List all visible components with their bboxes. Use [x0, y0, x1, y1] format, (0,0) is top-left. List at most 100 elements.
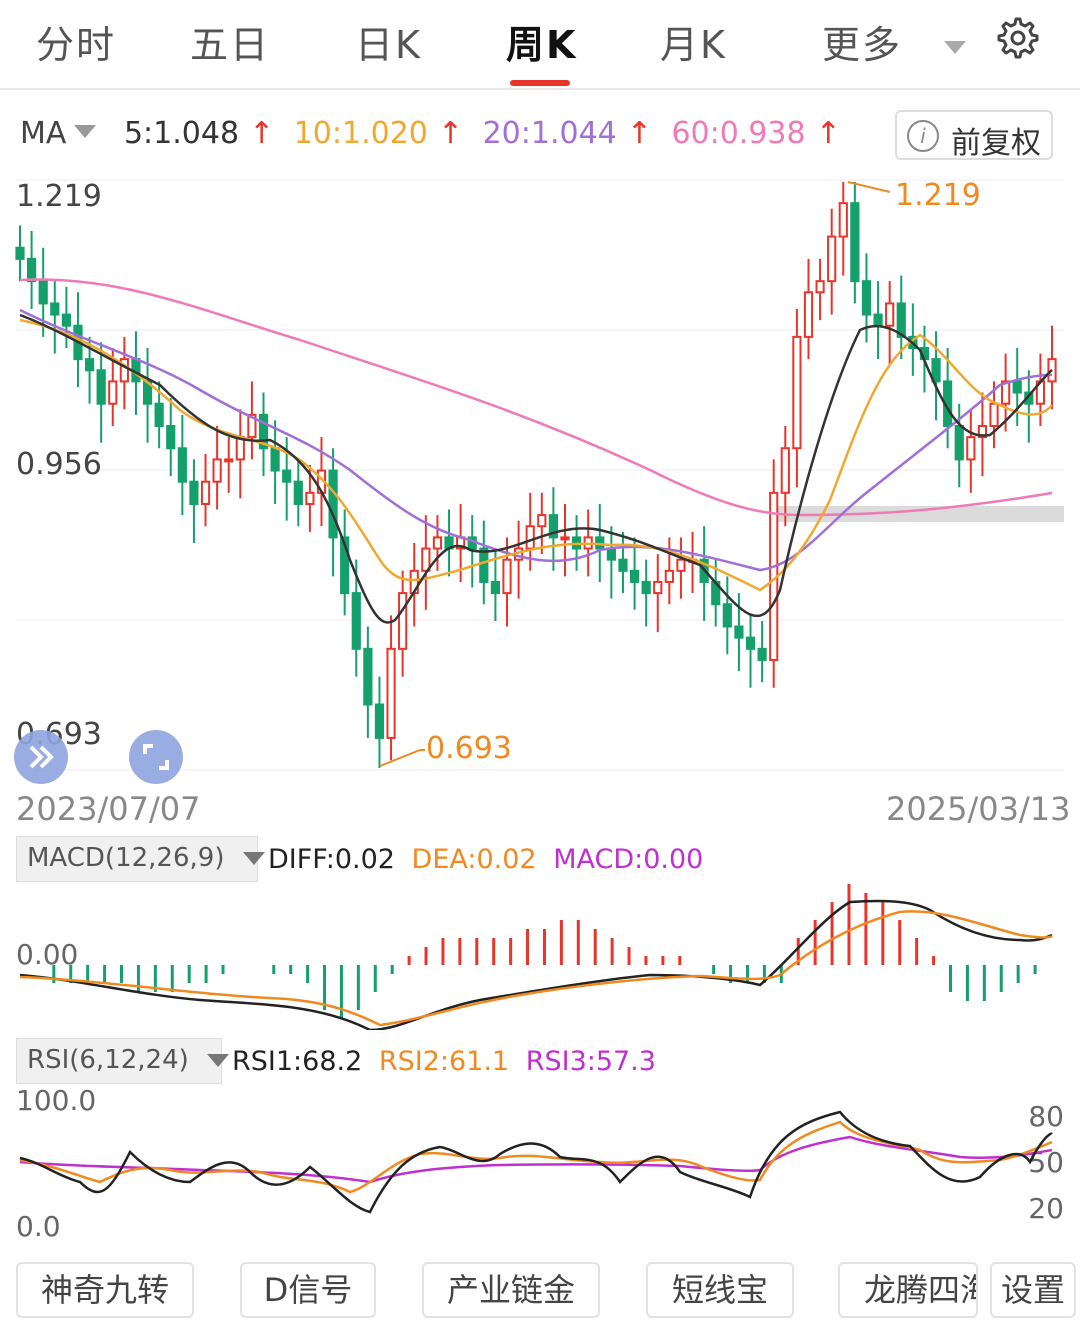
macd-chart[interactable]: 0.00 — [0, 880, 1080, 1030]
candle-body — [525, 525, 535, 550]
candle-body — [340, 536, 350, 595]
short-term-button[interactable]: 短线宝 — [646, 1262, 794, 1318]
tab-monthly-k[interactable]: 月K — [660, 23, 727, 67]
rsi-y-bottom: 0.0 — [16, 1210, 61, 1242]
diff-line — [19, 899, 1053, 1030]
rsi-label: RSI(6,12,24) — [27, 1045, 189, 1075]
d-signal-button[interactable]: D信号 — [240, 1262, 376, 1318]
candle-body — [850, 202, 860, 283]
tab-five-day[interactable]: 五日 — [190, 23, 271, 67]
candle-body — [15, 246, 25, 260]
candle-body — [61, 313, 71, 327]
candle-body — [305, 491, 315, 505]
candle-body — [606, 547, 616, 561]
candle-body — [1001, 380, 1011, 405]
fullscreen-icon — [143, 744, 169, 770]
candle-body — [490, 580, 501, 595]
up-arrow-icon: ↑ — [249, 116, 275, 151]
candlestick-series — [15, 182, 1057, 768]
rsi-indicator-selector[interactable]: RSI(6,12,24) — [16, 1038, 230, 1084]
candle-body — [166, 424, 176, 450]
candle-body — [84, 358, 95, 372]
ma5-line — [19, 313, 1053, 624]
rsi-chart[interactable]: 100.0 0.0 80 50 20 — [0, 1082, 1080, 1242]
candle-body — [177, 447, 187, 483]
gear-icon[interactable] — [996, 16, 1040, 60]
rsi-y-top: 100.0 — [16, 1084, 96, 1117]
up-arrow-icon: ↑ — [437, 116, 464, 151]
candle-body — [653, 580, 663, 595]
candle-body — [398, 592, 408, 650]
macd-macd: MACD:0.00 — [553, 844, 704, 875]
candle-body — [548, 514, 558, 539]
settings-button[interactable]: 设置 — [990, 1262, 1076, 1318]
rsi1-line — [19, 1110, 1053, 1214]
candle-body — [641, 580, 651, 595]
candle-body — [885, 302, 895, 327]
candle-body — [745, 636, 756, 650]
candle-body — [618, 558, 628, 572]
price-adjust-button[interactable]: i 前复权 — [895, 110, 1053, 161]
ma-indicator-label[interactable]: MA — [20, 116, 67, 151]
ma60-value: 60:0.938 ↑ — [671, 116, 841, 151]
candle-body — [989, 402, 999, 427]
rsi-values: RSI1:68.2 RSI2:61.1 RSI3:57.3 — [232, 1046, 664, 1077]
tab-daily-k[interactable]: 日K — [355, 23, 422, 67]
rsi1-value: RSI1:68.2 — [232, 1046, 363, 1077]
candle-body — [432, 536, 443, 550]
candle-body — [270, 447, 280, 472]
candle-body — [119, 358, 129, 383]
candle-body — [664, 569, 674, 583]
macd-label: MACD(12,26,9) — [27, 843, 225, 873]
tab-weekly-k[interactable]: 周K — [506, 23, 578, 67]
candle-body — [200, 480, 211, 505]
candle-body — [50, 302, 60, 316]
macd-indicator-selector[interactable]: MACD(12,26,9) — [16, 836, 265, 882]
chevron-down-icon — [207, 1054, 230, 1067]
candle-body — [38, 280, 48, 305]
candle-body — [977, 424, 988, 439]
macd-dea: DEA:0.02 — [411, 844, 537, 875]
kline-chart[interactable]: 1.219 0.693 1.219 0.956 0.693 — [0, 170, 1080, 790]
candle-body — [108, 380, 118, 405]
rsi2-value: RSI2:61.1 — [378, 1046, 510, 1077]
active-tab-indicator — [510, 80, 570, 86]
support-band — [770, 506, 1064, 522]
fullscreen-button[interactable] — [129, 730, 183, 784]
candle-body — [722, 603, 732, 628]
candle-body — [351, 592, 361, 650]
start-date: 2023/07/07 — [16, 790, 201, 828]
candle-body — [421, 547, 431, 572]
ma20-value: 20:1.044 ↑ — [482, 116, 652, 151]
candle-body — [247, 413, 257, 439]
candle-body — [224, 458, 234, 463]
candle-body — [1012, 380, 1022, 394]
macd-diff: DIFF:0.02 — [268, 844, 395, 875]
end-date: 2025/03/13 — [886, 790, 1071, 828]
candle-body — [629, 569, 640, 583]
candle-body — [896, 302, 906, 338]
tab-more[interactable]: 更多 — [822, 14, 967, 69]
dragon-button[interactable]: 龙腾四海 — [838, 1262, 978, 1318]
high-annotation: 1.219 — [847, 178, 981, 213]
candle-body — [363, 647, 373, 706]
chevron-down-icon[interactable] — [74, 125, 97, 138]
macd-zero-label: 0.00 — [16, 938, 78, 971]
candle-body — [931, 358, 941, 383]
expand-panel-button[interactable] — [14, 730, 68, 784]
candle-body — [189, 480, 199, 505]
candle-body — [374, 703, 385, 739]
rsi3-value: RSI3:57.3 — [525, 1046, 656, 1077]
rsi-level-20: 20 — [1028, 1192, 1064, 1225]
candle-body — [954, 424, 964, 461]
high-label: 1.219 — [895, 178, 981, 213]
magic-nine-button[interactable]: 神奇九转 — [16, 1262, 194, 1318]
tab-intraday[interactable]: 分时 — [36, 23, 117, 67]
chevron-down-icon — [944, 41, 967, 54]
chevron-down-icon — [242, 852, 265, 865]
candle-body — [96, 369, 106, 405]
up-arrow-icon: ↑ — [626, 116, 652, 151]
candle-body — [154, 402, 164, 427]
candle-body — [757, 647, 767, 661]
industry-chain-button[interactable]: 产业链金 — [422, 1262, 600, 1318]
